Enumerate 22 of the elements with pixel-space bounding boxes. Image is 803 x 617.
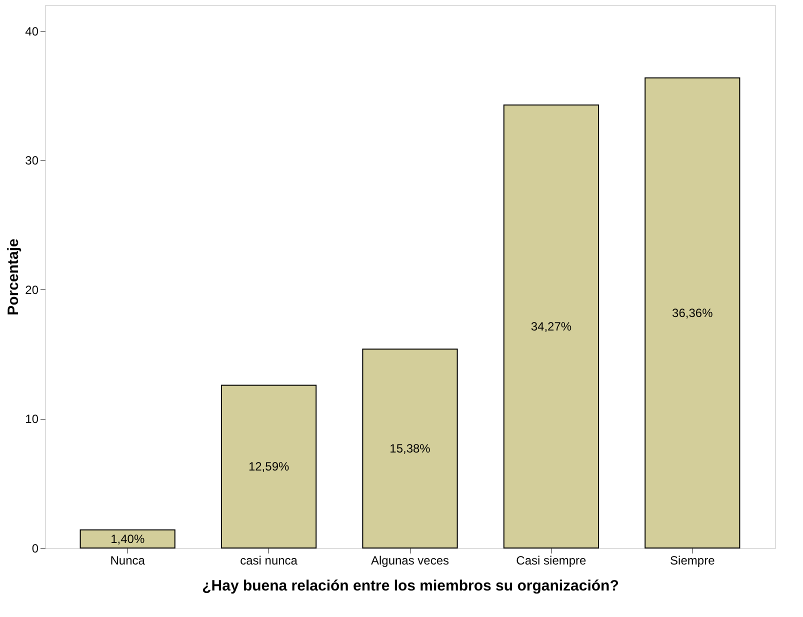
bar xyxy=(644,77,740,548)
data-label: 34,27% xyxy=(530,319,572,334)
data-label: 12,59% xyxy=(248,460,290,474)
y-tick-label: 0 xyxy=(32,542,39,556)
bar xyxy=(503,104,599,548)
bar xyxy=(221,384,317,548)
data-label: 15,38% xyxy=(390,442,431,456)
bar xyxy=(362,348,458,548)
x-tick-label: Nunca xyxy=(110,554,146,568)
x-tick-label: casi nunca xyxy=(240,554,298,568)
data-label: 1,40% xyxy=(110,532,145,546)
x-tick-label: Siempre xyxy=(670,554,716,568)
y-tick-label: 30 xyxy=(25,154,39,168)
y-tick-label: 40 xyxy=(25,24,39,38)
y-tick-label: 10 xyxy=(25,412,39,426)
y-axis-title: Porcentaje xyxy=(5,238,22,316)
data-label: 36,36% xyxy=(672,306,714,320)
x-tick-label: Algunas veces xyxy=(370,554,450,568)
y-tick-label: 20 xyxy=(25,282,39,297)
x-axis-title: ¿Hay buena relación entre los miembros su organización? xyxy=(202,578,619,594)
bar xyxy=(80,529,176,548)
x-tick-label: Casi siempre xyxy=(516,554,587,568)
